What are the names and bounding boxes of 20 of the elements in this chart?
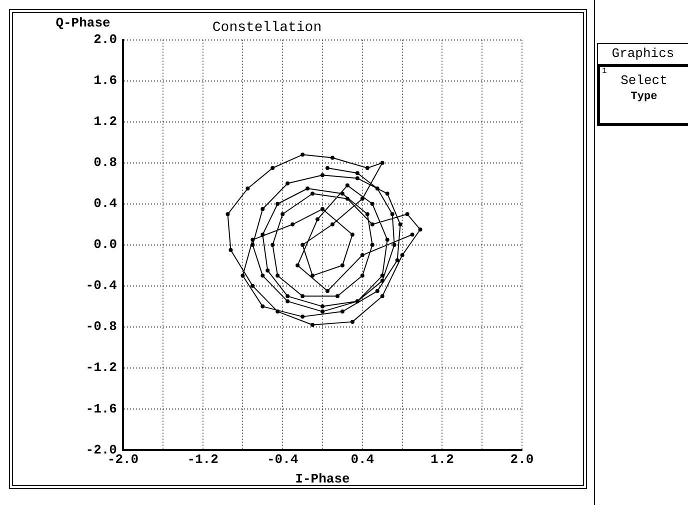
y-tick-label: -0.8 [86,319,118,334]
softkey-panel: 1 Select Type [597,64,688,126]
x-tick-label: 2.0 [510,452,534,468]
y-tick-label: 0.4 [94,196,118,212]
y-tick-label: -0.4 [86,278,118,294]
y-tick-label: -1.2 [86,360,118,376]
x-tick-label: 0.4 [350,452,374,468]
y-tick-label: -1.6 [86,401,118,416]
x-tick-label: -1.2 [187,452,219,468]
y-tick-label: 1.6 [94,73,118,88]
y-tick-label: 0.0 [94,237,118,252]
y-axis-title: Q-Phase [56,16,111,31]
x-tick-label: -0.4 [266,452,298,468]
x-axis-title: I-Phase [295,471,350,486]
y-tick-label: 2.0 [94,32,118,48]
text: Graphics [597,43,688,64]
y-tick-label: 0.8 [94,155,118,170]
y-tick-label: 1.2 [94,114,118,130]
chart-title: Constellation [212,20,322,36]
x-tick-label: 1.2 [430,452,454,468]
